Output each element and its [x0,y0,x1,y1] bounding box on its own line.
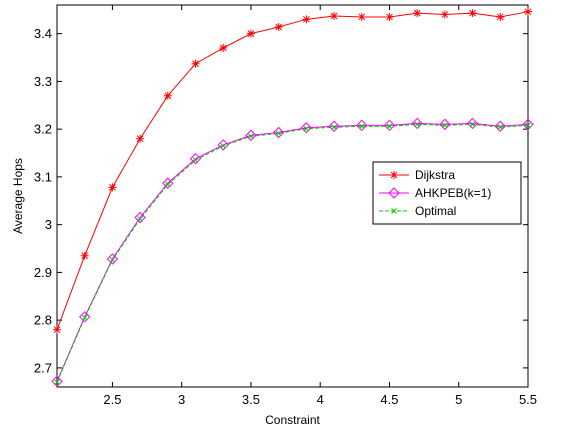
data-point-ahkpeb-k-1 [272,126,285,139]
y-tick-label: 3.4 [34,26,52,41]
legend-label-optimal: Optimal [415,204,456,218]
data-point-optimal [137,216,143,222]
y-tick-label: 3 [45,217,52,232]
data-point-optimal [358,123,365,130]
y-axis-title: Average Hops [11,158,25,234]
data-point-dijkstra [496,12,505,21]
y-axis-ticks: 2.7 2.8 2.9 3 3.1 3.2 3.3 3.4 [34,26,528,375]
data-point-dijkstra [136,134,145,143]
data-point-ahkpeb-k-1 [356,119,368,132]
data-point-dijkstra [330,11,339,20]
data-point-dijkstra [108,183,117,192]
data-point-dijkstra [163,91,172,100]
data-point-optimal [220,143,227,149]
data-point-ahkpeb-k-1 [328,120,340,132]
data-point-optimal [54,379,60,386]
data-point-optimal [331,124,337,131]
x-tick-label: 4.5 [380,392,398,407]
data-point-optimal [164,181,171,188]
series-markers-dijkstra [53,7,532,334]
data-point-ahkpeb-k-1 [217,139,229,151]
data-point-dijkstra [302,15,311,24]
data-point-optimal [525,122,531,129]
data-point-dijkstra [53,325,61,334]
data-point-ahkpeb-k-1 [162,177,174,189]
data-point-dijkstra [191,59,200,68]
data-point-dijkstra [219,43,228,52]
data-point-dijkstra [357,12,366,21]
data-point-dijkstra [385,12,394,21]
legend-marker-dijkstra [390,171,398,179]
data-point-ahkpeb-k-1 [522,118,534,131]
y-tick-label: 3.1 [34,169,52,184]
series-markers-ahkpeb-k-1 [51,117,534,387]
x-axis-ticks: 2.5 3 3.5 4 4.5 5 5.5 [103,5,537,407]
data-point-ahkpeb-k-1 [245,129,257,142]
data-point-ahkpeb-k-1 [439,118,451,131]
data-point-optimal [497,124,504,131]
data-point-optimal [109,257,116,263]
data-point-dijkstra [274,22,283,31]
x-tick-label: 2.5 [103,392,121,407]
data-point-optimal [414,121,421,128]
x-tick-label: 5.5 [519,392,537,407]
data-point-dijkstra [413,9,422,18]
data-point-ahkpeb-k-1 [466,117,479,130]
data-point-optimal [469,121,476,128]
y-tick-label: 2.7 [34,360,52,375]
data-point-ahkpeb-k-1 [78,311,91,323]
data-point-dijkstra [440,10,449,19]
data-point-ahkpeb-k-1 [189,153,202,165]
legend-label-ahkpeb-k-1: AHKPEB(k=1) [415,186,491,200]
data-point-ahkpeb-k-1 [51,375,63,387]
data-point-optimal [303,125,310,132]
legend-marker-optimal [391,208,397,214]
x-tick-label: 4 [317,392,324,407]
x-tick-label: 3.5 [242,392,260,407]
legend: Dijkstra AHKPEB(k=1) Optimal [372,161,522,225]
plot-frame [56,4,529,388]
y-tick-label: 3.3 [34,74,52,89]
y-tick-label: 3.2 [34,122,52,137]
data-point-optimal [81,314,88,321]
x-tick-label: 5 [455,392,462,407]
data-point-ahkpeb-k-1 [494,120,507,132]
data-point-ahkpeb-k-1 [134,211,146,224]
data-point-ahkpeb-k-1 [411,117,423,130]
data-point-ahkpeb-k-1 [106,253,119,265]
y-tick-label: 2.9 [34,265,52,280]
data-point-dijkstra [524,7,532,16]
data-point-ahkpeb-k-1 [383,119,396,132]
data-point-dijkstra [80,251,89,260]
series-markers [51,7,534,387]
legend-marker-ahkpeb-k-1 [388,187,400,199]
data-point-dijkstra [246,29,255,38]
data-point-optimal [248,133,254,140]
y-tick-label: 2.8 [34,313,52,328]
data-point-optimal [275,130,282,137]
data-point-ahkpeb-k-1 [300,122,313,134]
series-line-dijkstra [56,11,529,330]
data-point-optimal [386,123,393,130]
series-markers-optimal [54,121,531,386]
data-point-optimal [192,157,199,164]
x-axis-title: Constraint [265,413,320,427]
data-point-optimal [442,122,448,129]
x-tick-label: 3 [178,392,185,407]
legend-label-dijkstra: Dijkstra [415,168,455,182]
plot-area-border [56,4,529,388]
data-point-dijkstra [468,9,477,18]
